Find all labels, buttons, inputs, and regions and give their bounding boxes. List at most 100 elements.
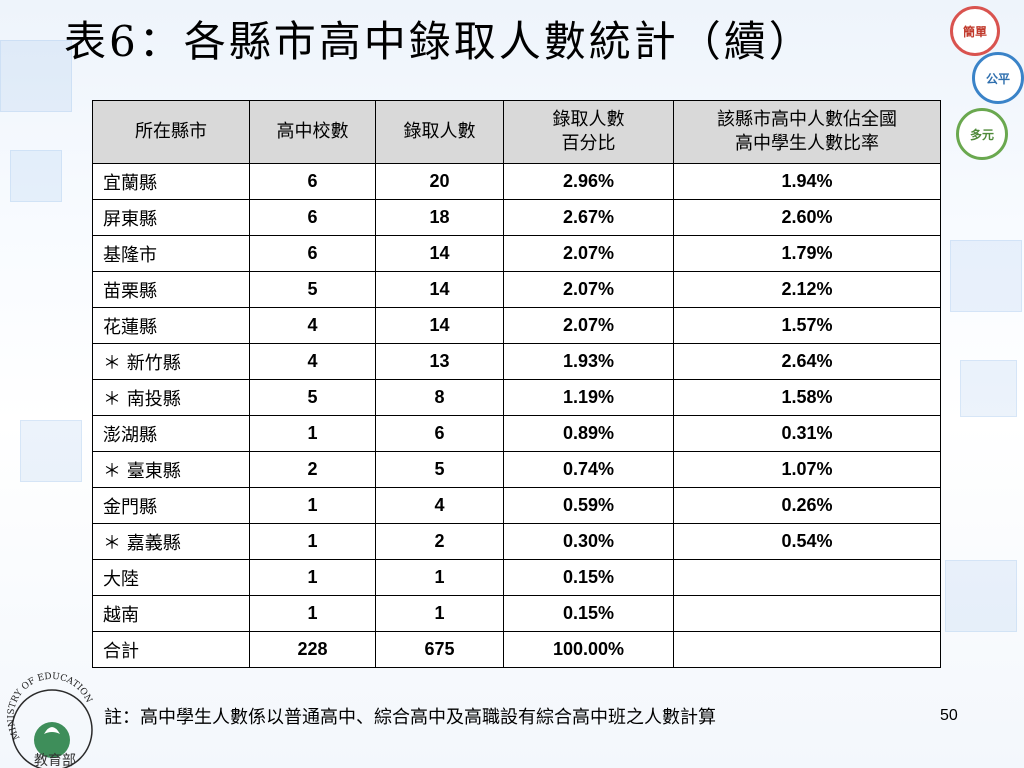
value-cell: 0.26% xyxy=(673,487,941,524)
badge-simple: 簡單 xyxy=(950,6,1000,56)
value-cell: 4 xyxy=(249,307,376,344)
county-cell: ＊ 南投縣 xyxy=(92,379,250,416)
ministry-logo: MINISTRY OF EDUCATION 教育部 xyxy=(7,672,94,768)
value-cell: 0.31% xyxy=(673,415,941,452)
table-row: 苗栗縣 5 14 2.07% 2.12% xyxy=(92,271,941,308)
column-header-line: 高中校數 xyxy=(276,121,349,142)
value-cell: 1 xyxy=(249,559,376,596)
value-cell: 0.59% xyxy=(503,487,674,524)
table-row: ＊ 臺東縣 2 5 0.74% 1.07% xyxy=(92,451,941,488)
value-cell: 5 xyxy=(249,379,376,416)
value-cell: 1 xyxy=(375,595,504,632)
column-header-line: 百分比 xyxy=(561,133,616,154)
value-cell: 0.30% xyxy=(503,523,674,560)
value-cell: 4 xyxy=(375,487,504,524)
value-cell: 13 xyxy=(375,343,504,380)
value-cell: 1 xyxy=(249,523,376,560)
column-header-line: 錄取人數 xyxy=(552,109,625,130)
column-header-line: 該縣市高中人數佔全國 xyxy=(717,109,897,130)
value-cell: 2.07% xyxy=(503,271,674,308)
value-cell: 228 xyxy=(249,631,376,668)
county-cell: 越南 xyxy=(92,595,250,632)
value-cell: 1.07% xyxy=(673,451,941,488)
value-cell: 6 xyxy=(375,415,504,452)
value-cell: 1 xyxy=(249,415,376,452)
county-cell: 宜蘭縣 xyxy=(92,163,250,200)
column-header: 錄取人數 百分比 xyxy=(503,100,674,164)
table-row: 屏東縣 6 18 2.67% 2.60% xyxy=(92,199,941,236)
value-cell: 1.79% xyxy=(673,235,941,272)
table-row: 越南 1 1 0.15% xyxy=(92,595,941,632)
table-header-row: 所在縣市 高中校數 錄取人數 錄取人數 百分比 該縣市高中人數佔全國 高中學生人數比率 xyxy=(92,100,941,164)
county-cell: 屏東縣 xyxy=(92,199,250,236)
table-row: ＊ 新竹縣 4 13 1.93% 2.64% xyxy=(92,343,941,380)
value-cell: 2.64% xyxy=(673,343,941,380)
page-number: 50 xyxy=(940,707,958,724)
badge-diverse: 多元 xyxy=(956,108,1008,160)
value-cell: 2.60% xyxy=(673,199,941,236)
value-cell: 2.67% xyxy=(503,199,674,236)
value-cell: 1.58% xyxy=(673,379,941,416)
column-header: 所在縣市 xyxy=(92,100,250,164)
value-cell: 1.94% xyxy=(673,163,941,200)
value-cell: 14 xyxy=(375,307,504,344)
value-cell: 5 xyxy=(375,451,504,488)
value-cell: 0.89% xyxy=(503,415,674,452)
value-cell: 4 xyxy=(249,343,376,380)
value-cell: 2 xyxy=(249,451,376,488)
value-cell: 100.00% xyxy=(503,631,674,668)
page-title: 表6：各縣市高中錄取人數統計（續） xyxy=(64,17,814,66)
value-cell: 1 xyxy=(375,559,504,596)
value-cell: 0.54% xyxy=(673,523,941,560)
table-header: 所在縣市 高中校數 錄取人數 錄取人數 百分比 該縣市高中人數佔全國 高中學生人數比率 xyxy=(92,100,941,164)
value-cell: 5 xyxy=(249,271,376,308)
table-row: 基隆市 6 14 2.07% 1.79% xyxy=(92,235,941,272)
logo-name: 教育部 xyxy=(34,753,76,768)
column-header: 錄取人數 xyxy=(375,100,504,164)
county-cell: 金門縣 xyxy=(92,487,250,524)
value-cell: 2.07% xyxy=(503,235,674,272)
value-cell: 6 xyxy=(249,163,376,200)
value-cell: 0.15% xyxy=(503,595,674,632)
column-header-line: 高中學生人數比率 xyxy=(735,133,879,154)
value-cell: 2.12% xyxy=(673,271,941,308)
table-row: 合計 228 675 100.00% xyxy=(92,631,941,668)
value-cell: 1.93% xyxy=(503,343,674,380)
value-cell: 0.74% xyxy=(503,451,674,488)
county-cell: ＊ 新竹縣 xyxy=(92,343,250,380)
county-cell: 花蓮縣 xyxy=(92,307,250,344)
table-row: ＊ 嘉義縣 1 2 0.30% 0.54% xyxy=(92,523,941,560)
admission-table: 所在縣市 高中校數 錄取人數 錄取人數 百分比 該縣市高中人數佔全國 高中學生人數比率 宜蘭… xyxy=(92,100,941,668)
county-cell: 大陸 xyxy=(92,559,250,596)
value-cell: 2 xyxy=(375,523,504,560)
value-cell xyxy=(673,559,941,596)
table-row: 花蓮縣 4 14 2.07% 1.57% xyxy=(92,307,941,344)
value-cell xyxy=(673,595,941,632)
value-cell: 18 xyxy=(375,199,504,236)
value-cell: 2.96% xyxy=(503,163,674,200)
county-cell: 澎湖縣 xyxy=(92,415,250,452)
table-body: 宜蘭縣 6 20 2.96% 1.94% 屏東縣 6 18 2.67% 2.60% 基隆市 6 14 2.… xyxy=(92,163,941,668)
table-row: 金門縣 1 4 0.59% 0.26% xyxy=(92,487,941,524)
value-cell: 675 xyxy=(375,631,504,668)
county-cell: 合計 xyxy=(92,631,250,668)
county-cell: 基隆市 xyxy=(92,235,250,272)
column-header-line: 所在縣市 xyxy=(135,121,207,142)
value-cell: 2.07% xyxy=(503,307,674,344)
county-cell: ＊ 嘉義縣 xyxy=(92,523,250,560)
value-cell: 1.57% xyxy=(673,307,941,344)
value-cell: 14 xyxy=(375,235,504,272)
table-row: 大陸 1 1 0.15% xyxy=(92,559,941,596)
table-row: 宜蘭縣 6 20 2.96% 1.94% xyxy=(92,163,941,200)
value-cell: 14 xyxy=(375,271,504,308)
value-cell xyxy=(673,631,941,668)
table-row: ＊ 南投縣 5 8 1.19% 1.58% xyxy=(92,379,941,416)
column-header: 該縣市高中人數佔全國 高中學生人數比率 xyxy=(673,100,941,164)
value-cell: 6 xyxy=(249,199,376,236)
column-header: 高中校數 xyxy=(249,100,376,164)
badge-fair: 公平 xyxy=(972,52,1024,104)
column-header-line: 錄取人數 xyxy=(403,121,476,142)
value-cell: 20 xyxy=(375,163,504,200)
county-cell: 苗栗縣 xyxy=(92,271,250,308)
value-cell: 6 xyxy=(249,235,376,272)
